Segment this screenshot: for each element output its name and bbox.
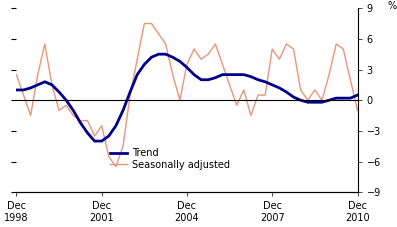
Trend [369,84,374,86]
Trend [92,140,97,143]
Line: Seasonally adjusted: Seasonally adjusted [16,24,397,167]
Trend [14,89,19,91]
Trend [64,99,69,101]
Seasonally adjusted [114,165,118,168]
Seasonally adjusted [35,73,40,76]
Trend [35,84,40,86]
Seasonally adjusted [142,22,147,25]
Line: Trend: Trend [16,54,397,141]
Legend: Trend, Seasonally adjusted: Trend, Seasonally adjusted [107,145,233,173]
Seasonally adjusted [369,43,374,45]
Seasonally adjusted [206,53,211,56]
Seasonally adjusted [14,73,19,76]
Y-axis label: %: % [387,1,396,11]
Trend [156,53,161,56]
Trend [206,78,211,81]
Seasonally adjusted [64,104,69,107]
